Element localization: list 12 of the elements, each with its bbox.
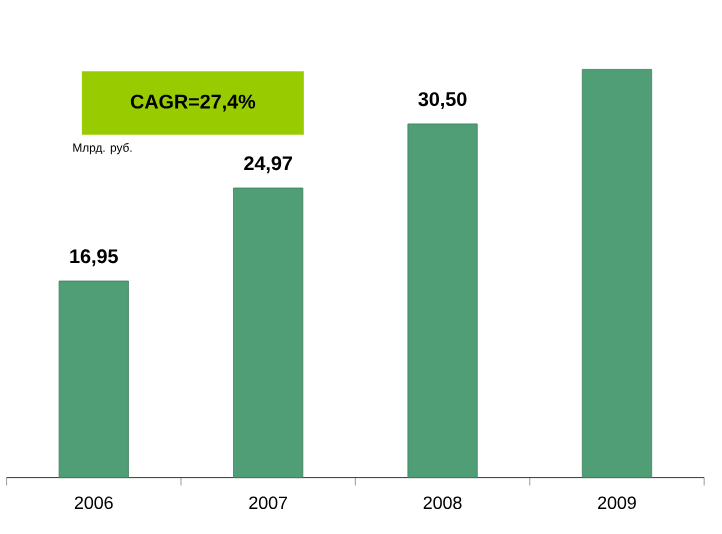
x-tick-label: 2006 (74, 496, 113, 510)
text: CAGR=27,4% (130, 95, 256, 112)
bar (407, 123, 478, 479)
bar (233, 188, 304, 479)
bar (581, 69, 653, 479)
x-tick-label: 2008 (423, 496, 462, 510)
data-label: 30,50 (418, 92, 467, 110)
x-tick-label: 2009 (598, 496, 636, 510)
data-label: 24,97 (244, 156, 293, 174)
x-tick-label: 2007 (249, 496, 288, 510)
data-label: 16,95 (70, 249, 118, 267)
bar (58, 281, 129, 479)
